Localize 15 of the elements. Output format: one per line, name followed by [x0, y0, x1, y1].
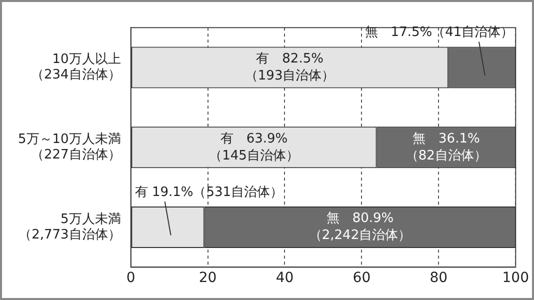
- x-tick-label: 40: [276, 270, 294, 286]
- data-label: 有 19.1%（531自治体）: [134, 184, 284, 200]
- data-label: 無 17.5%（41自治体）: [364, 25, 514, 40]
- x-tick-label: 0: [126, 270, 136, 286]
- x-tick-label: 60: [352, 270, 371, 286]
- y-tick-label: 5万～10万人未満（227自治体）: [18, 132, 121, 163]
- data-label: 有 82.5% （193自治体）: [244, 51, 335, 84]
- x-tick-label: 20: [198, 270, 217, 286]
- x-tick-label: 80: [430, 270, 448, 286]
- x-tick-label: 100: [502, 270, 530, 286]
- y-tick-label: 5万人未満（2,773自治体）: [18, 212, 121, 242]
- y-tick-label: 10万人以上（234自治体）: [30, 52, 121, 83]
- data-label: 有 63.9% （145自治体）: [209, 131, 299, 164]
- data-label: 無 36.1% （82自治体）: [405, 131, 487, 164]
- data-label: 無 80.9% （2,242自治体）: [308, 211, 412, 244]
